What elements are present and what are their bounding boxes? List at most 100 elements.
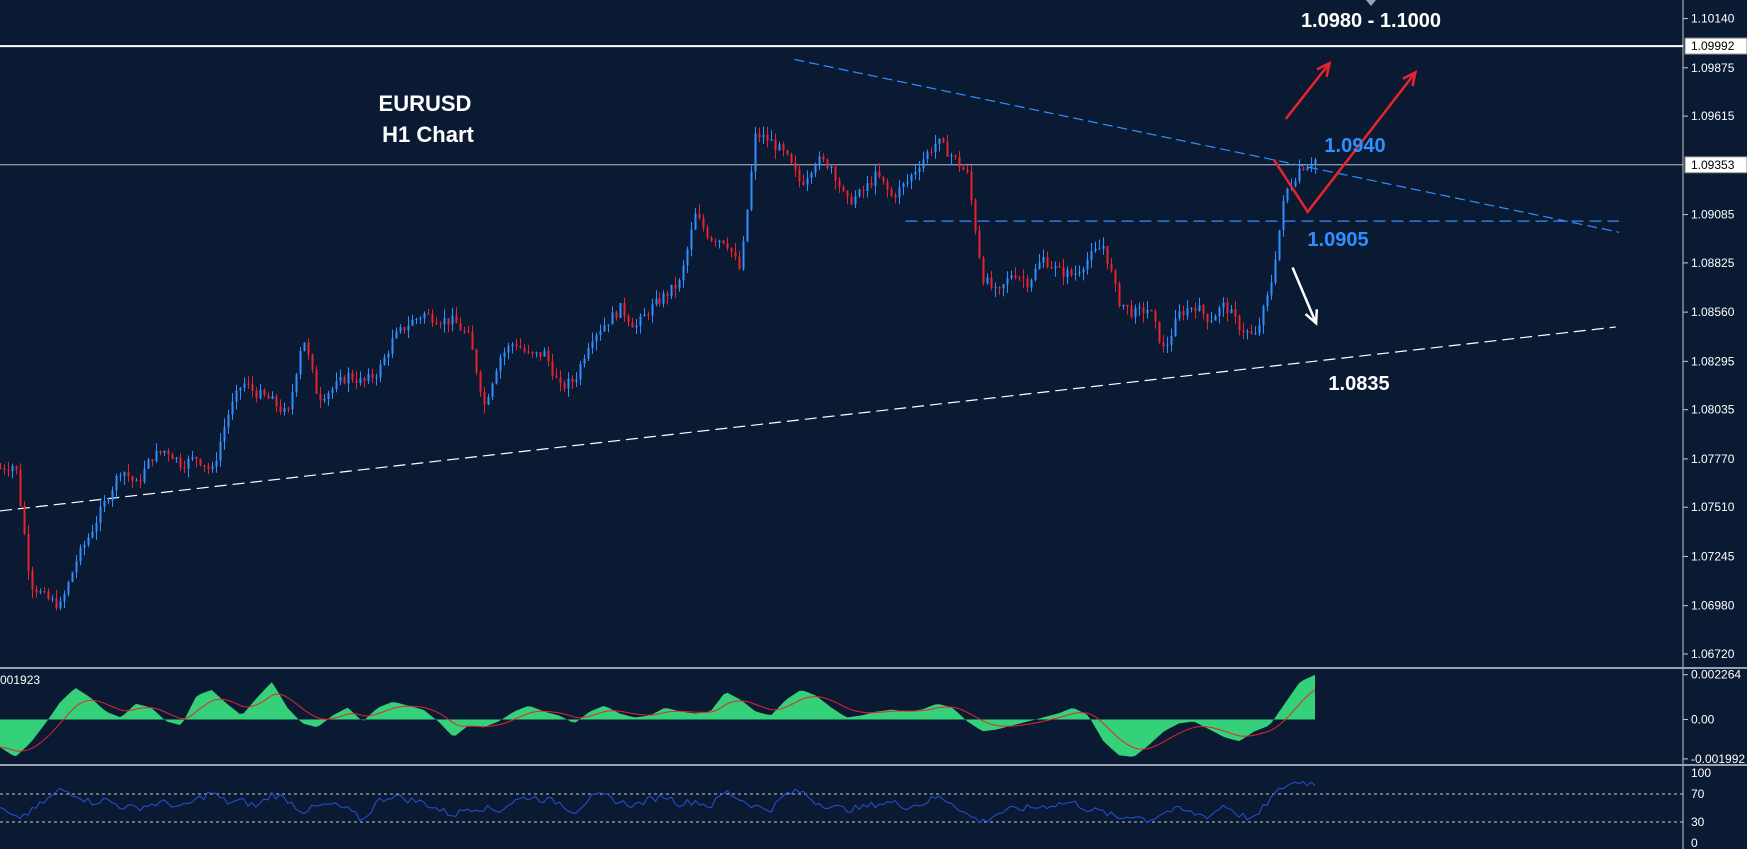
candle-body (459, 323, 462, 331)
candle-body (639, 316, 642, 326)
candle-body (658, 298, 661, 304)
candle-body (982, 257, 985, 284)
price-tick-label: 1.07510 (1691, 500, 1735, 514)
candle-body (926, 151, 929, 160)
candle-body (307, 342, 310, 355)
candle-body (503, 352, 506, 357)
candle-body (974, 200, 977, 232)
candle-body (718, 240, 721, 243)
candle-body (1078, 272, 1081, 274)
candle-body (35, 589, 38, 593)
candle-body (519, 346, 522, 348)
candle-body (507, 346, 510, 353)
candle-body (275, 396, 278, 407)
candle-body (363, 378, 366, 382)
candle-body (734, 251, 737, 257)
candle-body (690, 229, 693, 250)
candle-body (1190, 308, 1193, 310)
candle-body (571, 378, 574, 382)
candle-body (910, 174, 913, 182)
candle-body (291, 392, 294, 410)
candle-body (359, 378, 362, 384)
candle-body (455, 315, 458, 324)
candle-body (595, 334, 598, 342)
candle-body (1210, 320, 1213, 322)
price-box (1684, 156, 1747, 174)
candle-body (682, 265, 685, 281)
candle-body (1310, 165, 1313, 168)
candle-body (1206, 313, 1209, 322)
candle-body (998, 287, 1001, 289)
candle-body (846, 190, 849, 197)
candle-body (1046, 257, 1049, 268)
candle-body (1226, 302, 1229, 314)
candle-body (11, 466, 14, 471)
candle-body (958, 156, 961, 168)
candle-body (75, 561, 78, 573)
candle-body (587, 347, 590, 359)
candle-body (786, 150, 789, 155)
candle-body (319, 393, 322, 401)
main-panel (0, 0, 1683, 667)
candle-body (1202, 305, 1205, 314)
macd-tick-label: -0.001992 (1691, 752, 1745, 766)
candle-body (67, 581, 70, 595)
candle-body (698, 213, 701, 219)
candle-body (179, 457, 182, 468)
candle-body (954, 155, 957, 157)
candle-body (746, 209, 749, 242)
arrow-head-icon (1316, 60, 1332, 78)
candle-body (662, 293, 665, 304)
candle-body (966, 169, 969, 172)
candle-body (351, 372, 354, 380)
candle-body (451, 315, 454, 325)
price-tick-label: 1.09615 (1691, 109, 1735, 123)
top-marker-icon (1366, 0, 1376, 6)
candle-body (754, 133, 757, 172)
candle-body (830, 166, 833, 169)
candle-body (710, 237, 713, 241)
candle-body (579, 363, 582, 380)
candle-body (854, 196, 857, 205)
candle-body (347, 372, 350, 384)
candle-body (1182, 311, 1185, 316)
annotation-1-0835: 1.0835 (1328, 373, 1389, 395)
candle-body (1106, 245, 1109, 264)
candle-body (211, 466, 214, 469)
candle-body (1058, 266, 1061, 268)
candle-body (838, 180, 841, 187)
candle-body (207, 466, 210, 469)
candle-body (399, 327, 402, 332)
candle-body (483, 392, 486, 405)
candle-body (143, 468, 146, 482)
candle-body (491, 383, 494, 397)
candle-body (1170, 335, 1173, 345)
candle-body (950, 155, 953, 157)
candle-body (387, 353, 390, 358)
candle-body (599, 331, 602, 335)
candle-body (1042, 257, 1045, 263)
candles (0, 126, 1317, 611)
candle-body (423, 313, 426, 319)
candle-body (1230, 309, 1233, 314)
candle-body (794, 162, 797, 170)
candle-body (271, 396, 274, 399)
rsi-tick-label: 100 (1691, 766, 1711, 780)
price-tick-label: 1.07770 (1691, 452, 1735, 466)
candle-body (1098, 248, 1101, 250)
candle-body (934, 143, 937, 153)
candle-body (1146, 309, 1149, 314)
candle-body (547, 350, 550, 362)
annotation-1-0940: 1.0940 (1324, 135, 1385, 157)
candle-body (778, 144, 781, 151)
candle-body (714, 240, 717, 243)
candle-body (750, 171, 753, 210)
candle-body (43, 591, 46, 593)
projection-arrow (1272, 71, 1417, 214)
candle-body (643, 314, 646, 317)
candle-body (1174, 318, 1177, 336)
candle-body (946, 141, 949, 157)
candle-body (1030, 279, 1033, 288)
candle-body (395, 331, 398, 339)
candle-body (806, 177, 809, 185)
